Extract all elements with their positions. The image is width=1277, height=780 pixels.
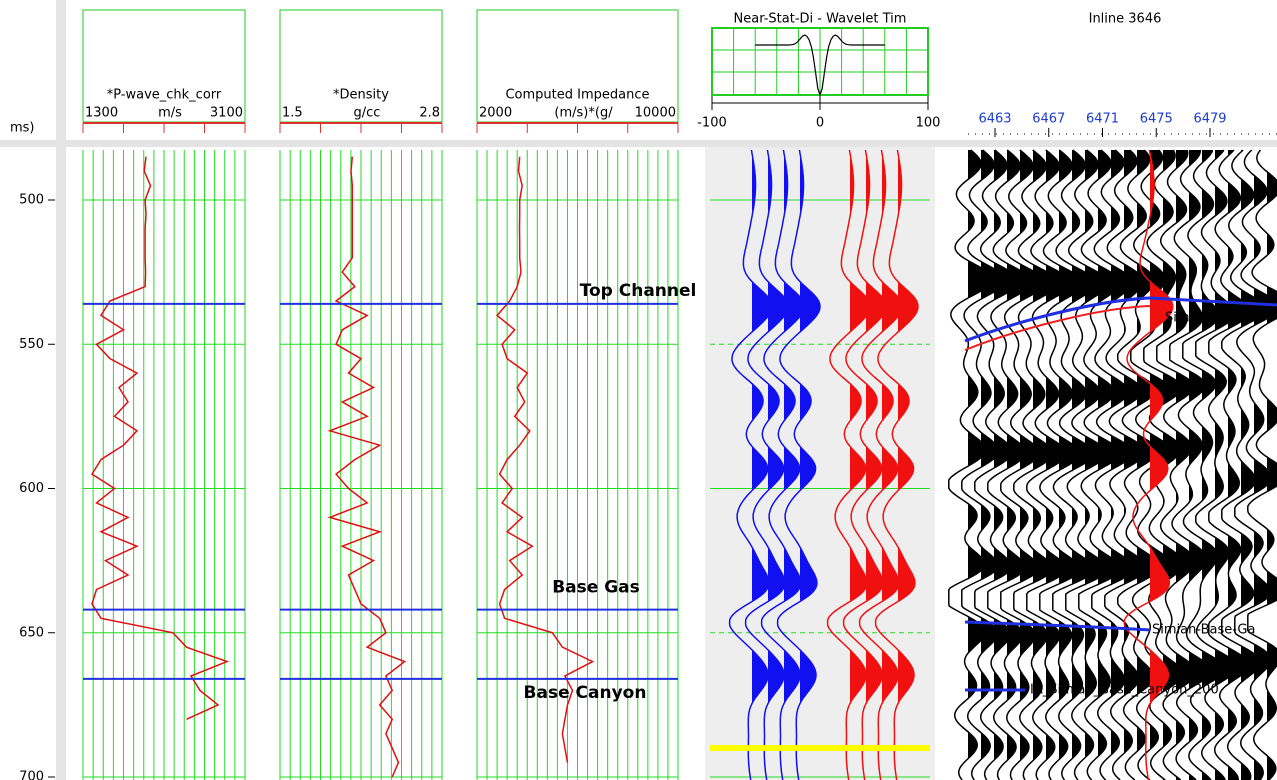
trace-label: 6479 xyxy=(1193,112,1226,127)
track-name: *Density xyxy=(333,88,389,103)
time-axis-label: ms) xyxy=(10,121,35,136)
track-name: Computed Impedance xyxy=(505,88,649,103)
x-tick-label: -100 xyxy=(697,116,727,131)
y-tick-label: 550 xyxy=(19,337,44,352)
splitter xyxy=(0,140,1277,147)
y-tick-label: 600 xyxy=(19,481,44,496)
scale-unit: g/cc xyxy=(354,106,381,121)
y-tick-label: 500 xyxy=(19,193,44,208)
wavelet-title: Near-Stat-Di - Wavelet Tim xyxy=(734,12,907,27)
trace-label: 6463 xyxy=(978,112,1011,127)
horizon-label: Base Gas xyxy=(552,578,640,598)
horizon-label: Simian-Base-Ga xyxy=(1152,623,1255,638)
track-name: *P-wave_chk_corr xyxy=(107,88,222,103)
x-tick-label: 0 xyxy=(816,116,824,131)
horizon-label: IA_Simian_Base_Canyon_200 xyxy=(1030,683,1219,698)
scale-min: 1300 xyxy=(85,106,118,121)
seismic-title: Inline 3646 xyxy=(1089,12,1162,27)
scale-min: 1.5 xyxy=(282,106,303,121)
page: { "time_axis": {"label": "ms)", "ticks":… xyxy=(0,0,1277,780)
horizon-label: Simian-Top-Ga xyxy=(1165,311,1258,326)
scale-unit: m/s xyxy=(158,106,182,121)
scale-max: 3100 xyxy=(210,106,243,121)
horizon-label: Top Channel xyxy=(580,281,697,301)
marker-line xyxy=(710,745,930,751)
y-tick-label: 650 xyxy=(19,625,44,640)
horizon-label: Base Canyon xyxy=(524,683,647,703)
scale-min: 2000 xyxy=(479,106,512,121)
scale-max: 10000 xyxy=(635,106,676,121)
trace-label: 6471 xyxy=(1086,112,1119,127)
y-tick-label: 700 xyxy=(19,770,44,780)
trace-label: 6475 xyxy=(1140,112,1173,127)
well-tie-view: ms) Near-Stat-Di - Wavelet Tim Inline 36… xyxy=(0,0,1277,780)
trace-label: 6467 xyxy=(1032,112,1065,127)
x-tick-label: 100 xyxy=(916,116,941,131)
scale-max: 2.8 xyxy=(419,106,440,121)
scale-unit: (m/s)*(g/ xyxy=(554,106,613,121)
splitter xyxy=(56,0,66,780)
